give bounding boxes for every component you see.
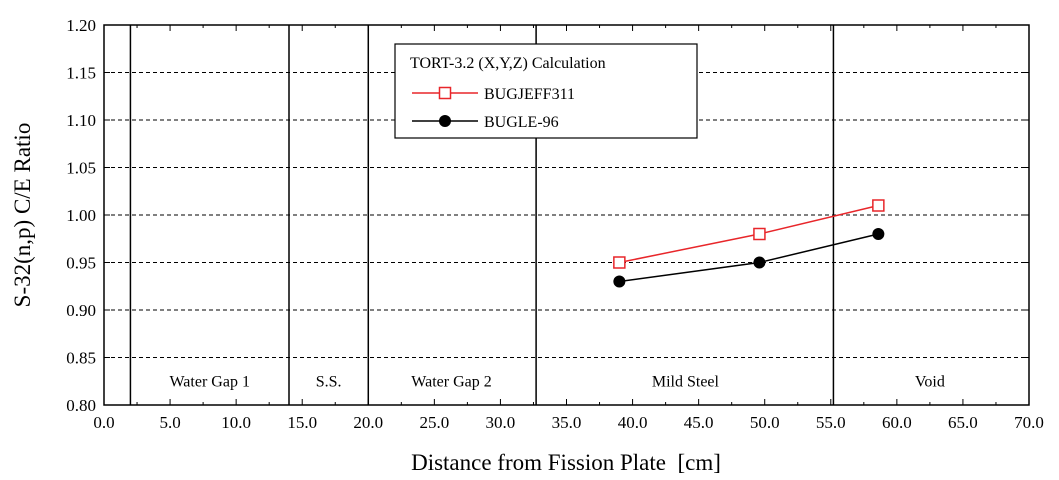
data-point-bugle96 bbox=[753, 256, 766, 269]
y-tick-label: 0.90 bbox=[66, 301, 96, 320]
x-tick-label: 35.0 bbox=[552, 413, 582, 432]
x-tick-label: 15.0 bbox=[287, 413, 317, 432]
legend-label-bugjeff311: BUGJEFF311 bbox=[484, 86, 575, 103]
region-label: Void bbox=[915, 373, 945, 390]
y-tick-label: 0.95 bbox=[66, 254, 96, 273]
region-label: Water Gap 2 bbox=[411, 373, 491, 390]
y-tick-label: 0.85 bbox=[66, 349, 96, 368]
legend-marker-bugle96 bbox=[439, 115, 451, 127]
y-tick-label: 1.10 bbox=[66, 111, 96, 130]
y-tick-label: 1.00 bbox=[66, 206, 96, 225]
data-point-bugjeff311 bbox=[613, 256, 626, 269]
series-layer bbox=[613, 199, 885, 288]
x-tick-label: 50.0 bbox=[750, 413, 780, 432]
legend-title: TORT-3.2 (X,Y,Z) Calculation bbox=[410, 55, 606, 72]
x-tick-labels: 0.0 5.0 10.0 15.0 20.0 25.0 30.0 35.0 40.0 45.0 50… bbox=[93, 413, 1044, 432]
region-label: Mild Steel bbox=[652, 373, 720, 390]
series-line-bugle96 bbox=[619, 233, 879, 283]
x-tick-label: 65.0 bbox=[948, 413, 978, 432]
region-label: S.S. bbox=[316, 373, 342, 390]
data-point-bugle96 bbox=[613, 275, 626, 288]
region-label: Water Gap 1 bbox=[169, 373, 249, 390]
y-tick-labels: 0.80 0.85 0.90 0.95 1.00 1.05 1.10 1.15 1.20 bbox=[66, 16, 96, 415]
legend: TORT-3.2 (X,Y,Z) Calculation BUGJEFF311 … bbox=[394, 43, 698, 139]
x-tick-label: 25.0 bbox=[419, 413, 449, 432]
x-tick-label: 45.0 bbox=[684, 413, 714, 432]
series-line-bugjeff311 bbox=[619, 204, 879, 264]
x-tick-label: 60.0 bbox=[882, 413, 912, 432]
x-tick-label: 70.0 bbox=[1014, 413, 1044, 432]
x-tick-label: 20.0 bbox=[353, 413, 383, 432]
x-tick-label: 10.0 bbox=[221, 413, 251, 432]
data-point-bugjeff311 bbox=[872, 199, 885, 212]
x-tick-label: 0.0 bbox=[93, 413, 114, 432]
legend-label-bugle96: BUGLE-96 bbox=[484, 114, 559, 131]
y-tick-label: 0.80 bbox=[66, 396, 96, 415]
x-tick-label: 5.0 bbox=[159, 413, 180, 432]
x-tick-label: 55.0 bbox=[816, 413, 846, 432]
x-axis-title: Distance from Fission Plate [cm] bbox=[411, 450, 721, 475]
x-tick-label: 40.0 bbox=[618, 413, 648, 432]
y-axis-title: S-32(n,p) C/E Ratio bbox=[10, 123, 35, 308]
legend-marker-bugjeff311 bbox=[438, 86, 452, 100]
y-tick-label: 1.05 bbox=[66, 159, 96, 178]
region-labels: Water Gap 1 S.S. Water Gap 2 Mild Steel Void bbox=[169, 373, 944, 390]
y-tick-label: 1.15 bbox=[66, 64, 96, 83]
axis-ticks bbox=[103, 24, 1030, 406]
data-point-bugjeff311 bbox=[753, 227, 766, 241]
y-tick-label: 1.20 bbox=[66, 16, 96, 35]
x-tick-label: 30.0 bbox=[486, 413, 516, 432]
data-point-bugle96 bbox=[872, 228, 885, 240]
